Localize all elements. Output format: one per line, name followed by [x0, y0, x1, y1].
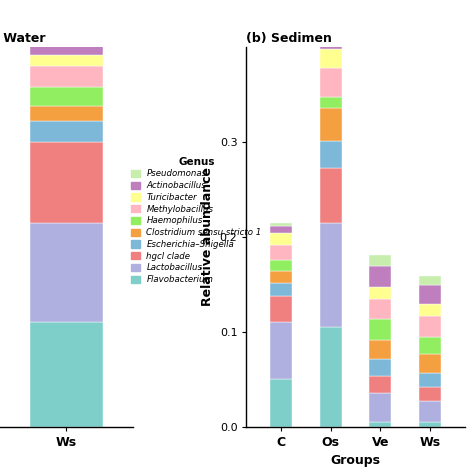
- Bar: [419, 316, 441, 337]
- Bar: [270, 322, 292, 379]
- Bar: [319, 223, 342, 327]
- Bar: [369, 287, 392, 299]
- Bar: [270, 233, 292, 245]
- Bar: [30, 41, 103, 55]
- Bar: [419, 304, 441, 316]
- Bar: [30, 55, 103, 66]
- Bar: [30, 121, 103, 142]
- Bar: [319, 68, 342, 97]
- Bar: [270, 283, 292, 296]
- Bar: [419, 422, 441, 427]
- Bar: [30, 66, 103, 87]
- Bar: [369, 359, 392, 376]
- Bar: [319, 327, 342, 427]
- Bar: [369, 266, 392, 287]
- X-axis label: Groups: Groups: [330, 454, 381, 467]
- Bar: [270, 260, 292, 271]
- Bar: [369, 393, 392, 422]
- Bar: [369, 376, 392, 393]
- Bar: [419, 285, 441, 304]
- Bar: [369, 299, 392, 319]
- Bar: [319, 97, 342, 108]
- Bar: [419, 276, 441, 285]
- Bar: [270, 296, 292, 322]
- Bar: [419, 354, 441, 373]
- Text: ) Water: ) Water: [0, 32, 46, 45]
- Bar: [419, 401, 441, 422]
- Bar: [419, 387, 441, 401]
- Bar: [30, 35, 103, 41]
- Bar: [270, 245, 292, 260]
- Bar: [419, 373, 441, 387]
- Bar: [319, 168, 342, 223]
- Bar: [30, 322, 103, 427]
- Bar: [30, 142, 103, 223]
- Bar: [30, 223, 103, 322]
- Y-axis label: Relative abundance: Relative abundance: [201, 167, 214, 307]
- Bar: [270, 223, 292, 226]
- Bar: [270, 226, 292, 233]
- Legend: Pseudomonas, Actinobacillus, Turicibacter, Methylobacillus, Haemophilus, Clostri: Pseudomonas, Actinobacillus, Turicibacte…: [128, 153, 265, 288]
- Text: (b) Sedimen: (b) Sedimen: [246, 32, 332, 45]
- Bar: [419, 337, 441, 354]
- Bar: [319, 141, 342, 168]
- Bar: [369, 255, 392, 266]
- Bar: [30, 87, 103, 106]
- Bar: [369, 319, 392, 340]
- Bar: [30, 106, 103, 121]
- Bar: [319, 49, 342, 68]
- Bar: [270, 271, 292, 283]
- Bar: [319, 25, 342, 36]
- Bar: [369, 340, 392, 359]
- Bar: [369, 422, 392, 427]
- Bar: [319, 36, 342, 49]
- Bar: [270, 379, 292, 427]
- Bar: [319, 108, 342, 141]
